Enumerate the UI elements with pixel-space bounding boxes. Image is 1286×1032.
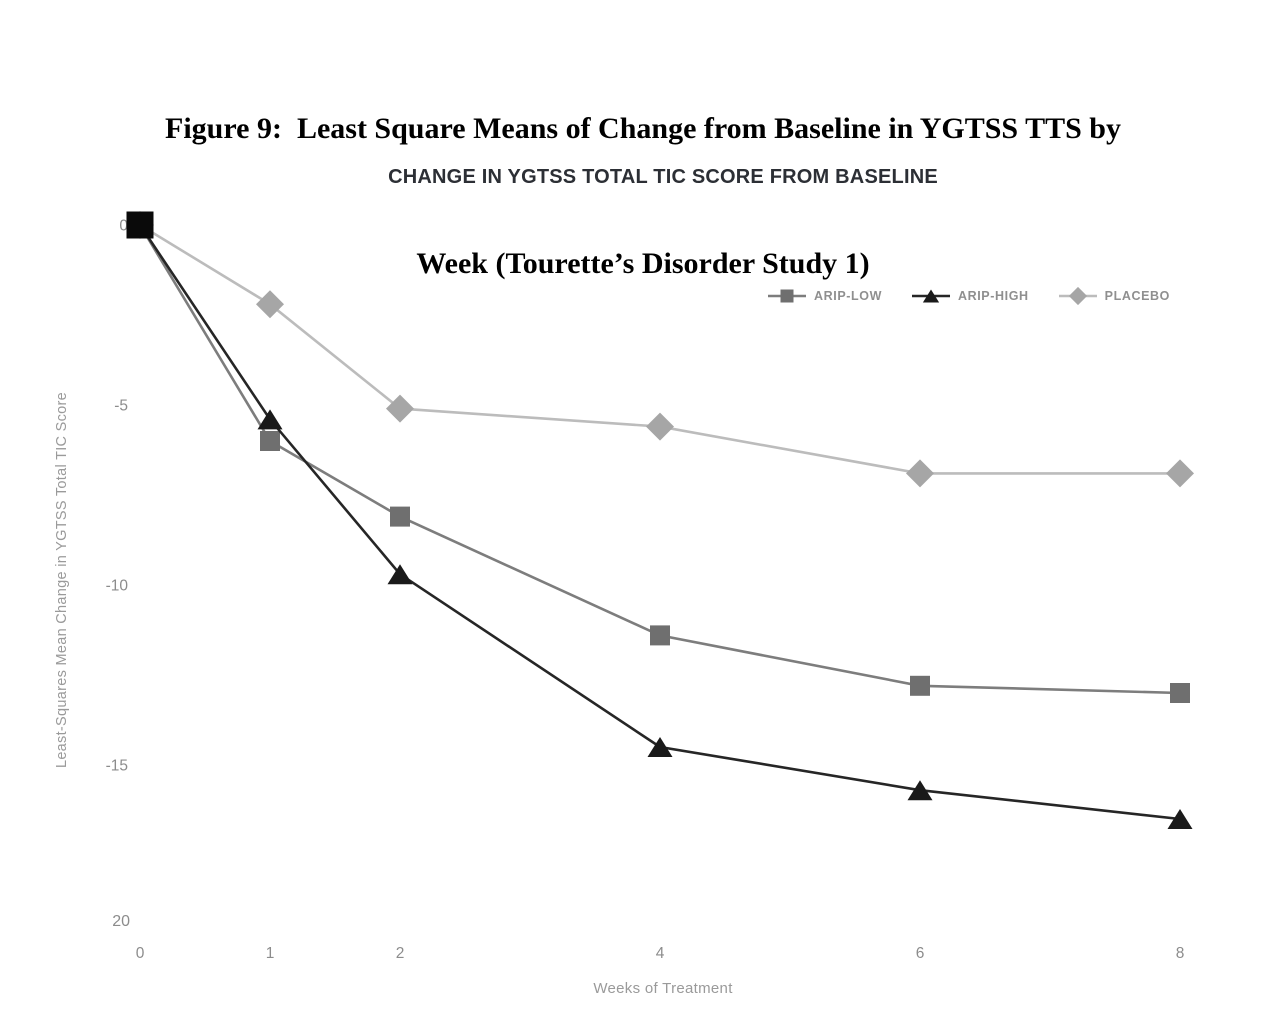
y-axis-bottom-label: 20 (112, 913, 130, 930)
datapoint-arip-low-square-marker (650, 625, 670, 646)
legend-placebo-diamond-marker (1068, 287, 1087, 305)
figure-heading-line1: Figure 9: Least Square Means of Change f… (165, 112, 1121, 145)
datapoint-arip-low-square-marker (260, 431, 280, 451)
datapoint-placebo-diamond-marker (256, 290, 284, 319)
y-tick-label: -10 (106, 578, 129, 595)
figure-heading: Figure 9: Least Square Means of Change f… (0, 16, 1286, 376)
legend-arip-high-triangle-marker (922, 289, 940, 303)
datapoint-arip-low-square-marker (910, 675, 930, 696)
origin-square-marker (126, 211, 154, 239)
figure-heading-line2: Week (Tourette’s Disorder Study 1) (416, 247, 870, 280)
x-tick-label: 8 (1176, 945, 1185, 962)
y-tick-label: -5 (114, 398, 128, 415)
legend-label: ARIP-HIGH (957, 289, 1029, 303)
datapoint-arip-high-triangle-marker (257, 409, 283, 430)
chart-title: CHANGE IN YGTSS TOTAL TIC SCORE FROM BAS… (388, 166, 938, 188)
datapoint-arip-high-triangle-marker (1167, 809, 1193, 829)
series-line-placebo (139, 223, 1180, 475)
x-tick-label: 1 (266, 945, 275, 962)
legend-diamond-icon (1058, 287, 1097, 305)
datapoint-arip-low-square-marker (1170, 683, 1190, 703)
datapoint-arip-high-triangle-marker (907, 780, 933, 801)
series-line-arip-high (138, 224, 1181, 821)
legend-label: ARIP-LOW (814, 289, 882, 303)
legend-triangle-icon (911, 289, 950, 303)
datapoint-placebo-diamond-marker (1166, 459, 1194, 488)
x-axis-title: Weeks of Treatment (593, 980, 733, 997)
y-tick-label: 0 (119, 218, 128, 235)
legend-item-arip-low: ARIP-LOW (768, 287, 882, 305)
datapoint-arip-high-triangle-marker (387, 564, 413, 585)
y-tick-label: -15 (106, 758, 128, 775)
legend: ARIP-LOW ARIP-HIGH PLACEBO (768, 287, 1170, 305)
legend-square-icon (768, 289, 806, 303)
legend-item-placebo: PLACEBO (1058, 287, 1170, 305)
datapoint-placebo-diamond-marker (386, 394, 414, 423)
legend-arip-low-square-marker (780, 289, 794, 303)
datapoint-placebo-diamond-marker (906, 459, 934, 488)
x-tick-label: 0 (136, 945, 145, 962)
legend-label: PLACEBO (1104, 289, 1170, 303)
legend-item-arip-high: ARIP-HIGH (911, 287, 1029, 305)
datapoint-arip-high-triangle-marker (647, 737, 673, 757)
x-tick-label: 6 (916, 945, 925, 962)
series-line-arip-low (138, 224, 1181, 695)
datapoint-placebo-diamond-marker (646, 412, 674, 441)
datapoint-arip-low-square-marker (390, 506, 410, 527)
x-tick-label: 4 (656, 945, 665, 962)
x-tick-label: 2 (396, 945, 405, 962)
